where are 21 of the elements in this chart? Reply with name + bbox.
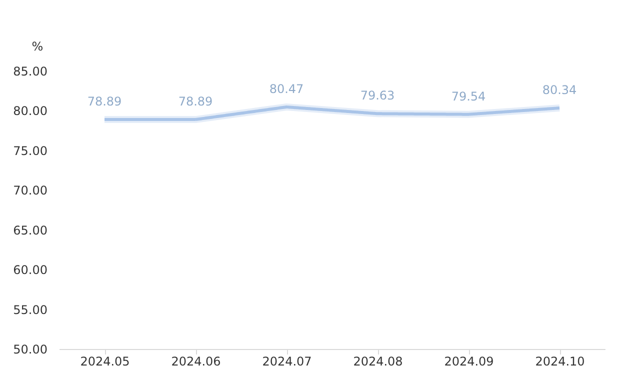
data-label: 78.89 <box>178 94 213 109</box>
data-label: 79.63 <box>360 88 395 103</box>
x-tick-label: 2024.07 <box>262 354 312 368</box>
y-tick-label: 85.00 <box>13 64 48 78</box>
data-label: 78.89 <box>87 94 122 109</box>
y-tick-label: 75.00 <box>13 144 48 158</box>
data-label: 80.34 <box>542 83 577 98</box>
data-label: 79.54 <box>451 89 486 104</box>
y-tick-label: 55.00 <box>13 302 48 317</box>
y-tick-label: 80.00 <box>13 104 48 118</box>
x-tick-label: 2024.08 <box>353 354 403 368</box>
y-tick-label: 50.00 <box>13 342 48 356</box>
x-tick-label: 2024.09 <box>444 354 494 368</box>
x-tick-label: 2024.10 <box>535 354 585 368</box>
x-tick-label: 2024.06 <box>171 354 221 368</box>
data-label: 80.47 <box>269 82 304 96</box>
y-tick-label: 65.00 <box>13 223 48 238</box>
y-tick-label: 60.00 <box>13 263 48 278</box>
y-axis-title: % <box>32 40 44 54</box>
x-tick-label: 2024.05 <box>80 354 130 368</box>
y-tick-label: 70.00 <box>13 184 48 198</box>
